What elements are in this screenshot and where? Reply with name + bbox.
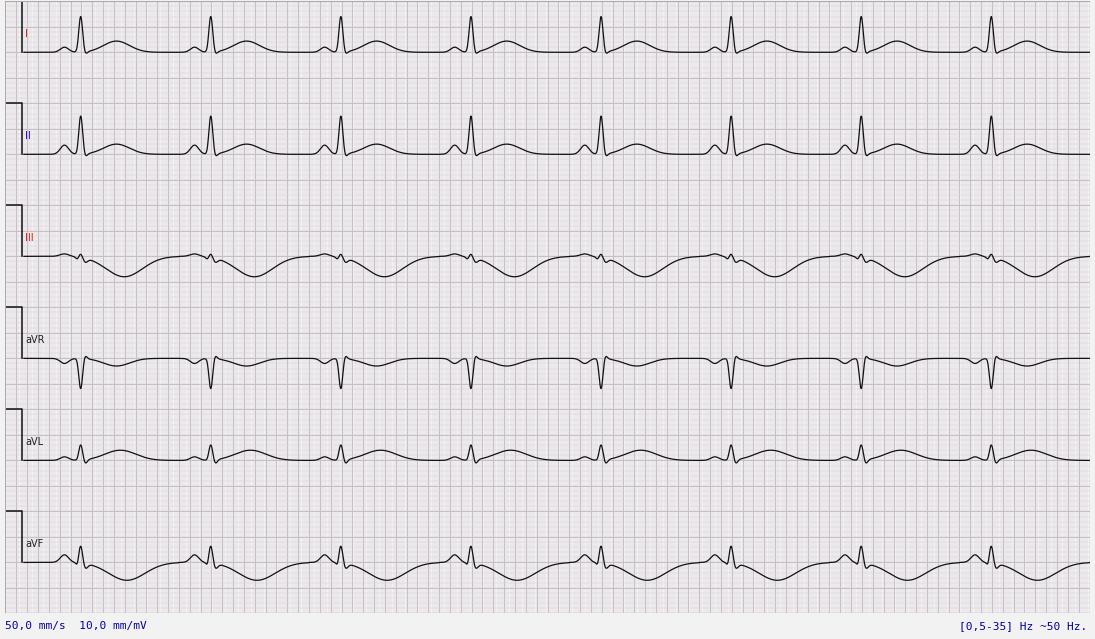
Text: 50,0 mm/s  10,0 mm/mV: 50,0 mm/s 10,0 mm/mV (5, 621, 147, 631)
Text: aVF: aVF (25, 539, 43, 549)
Text: II: II (25, 131, 31, 141)
Text: I: I (25, 29, 27, 39)
Text: III: III (25, 233, 34, 243)
Text: aVL: aVL (25, 437, 43, 447)
Text: aVR: aVR (25, 335, 45, 345)
Text: [0,5-35] Hz ~50 Hz.: [0,5-35] Hz ~50 Hz. (959, 621, 1087, 631)
